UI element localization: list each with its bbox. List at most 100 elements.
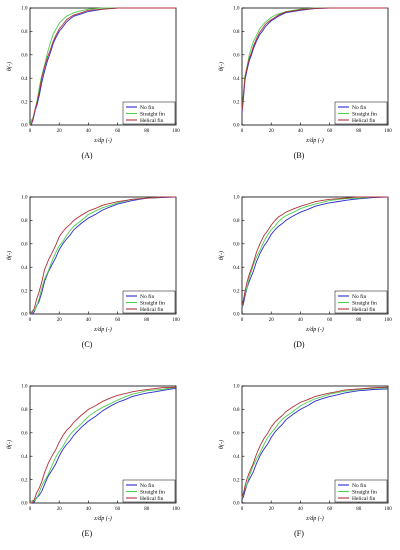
x-tick-label: 60: [115, 318, 121, 323]
x-tick-label: 100: [172, 318, 180, 323]
chart-panel-5: 0 20 40 60 80 100 0.0 0.2 0.4 0.6 0.8 1.0 z/dp (-) θ(…: [218, 385, 392, 538]
series-line-no-fin: [241, 196, 389, 309]
x-tick-label: 40: [298, 318, 304, 323]
y-axis-label: θ(-): [218, 251, 225, 260]
panel-label: (C): [82, 340, 93, 349]
y-tick-label: 0.4: [21, 455, 28, 460]
series-line-no-fin: [241, 388, 389, 500]
x-tick-label: 80: [356, 318, 362, 323]
y-tick-label: 0.6: [21, 432, 28, 437]
series-line-helical-fin: [29, 386, 177, 504]
x-tick-label: 80: [144, 129, 150, 134]
chart-panel-0: 0 20 40 60 80 100 0.0 0.2 0.4 0.6 0.8 1.0 z/dp (-) θ(…: [6, 7, 180, 160]
plot-frame: [29, 196, 177, 315]
plot-frame: [29, 385, 177, 504]
legend-entry: Helical fin: [352, 495, 376, 502]
y-tick-label: 0.6: [233, 432, 240, 437]
x-tick-label: 100: [172, 507, 180, 512]
x-tick-label: 0: [241, 129, 244, 134]
legend-entry: Helical fin: [140, 495, 164, 502]
y-axis-label: θ(-): [218, 62, 225, 71]
x-tick-label: 0: [29, 507, 32, 512]
x-tick-label: 80: [144, 318, 150, 323]
y-tick-label: 0.0: [21, 502, 28, 507]
y-tick-label: 0.6: [21, 54, 28, 59]
y-tick-label: 0.8: [21, 219, 28, 224]
y-tick-label: 1.0: [233, 385, 240, 390]
series-line-straight-fin: [241, 7, 388, 111]
y-tick-label: 0.2: [233, 478, 240, 483]
x-axis-label: z/dp (-): [93, 137, 112, 144]
legend-entry: Straight fin: [140, 110, 165, 117]
x-tick-label: 40: [298, 507, 304, 512]
panel-label: (F): [294, 529, 304, 538]
series-line-no-fin: [30, 387, 177, 504]
y-tick-label: 0.0: [21, 313, 28, 318]
y-tick-label: 1.0: [21, 196, 28, 201]
x-tick-label: 60: [327, 129, 333, 134]
x-tick-label: 20: [269, 129, 275, 134]
y-tick-label: 1.0: [21, 7, 28, 12]
y-tick-label: 0.2: [21, 100, 28, 105]
y-tick-label: 0.4: [233, 266, 240, 271]
y-tick-label: 0.8: [21, 408, 28, 413]
x-axis-label: z/dp (-): [305, 515, 324, 522]
y-tick-label: 0.2: [21, 478, 28, 483]
x-tick-label: 40: [86, 318, 92, 323]
y-tick-label: 0.8: [21, 30, 28, 35]
chart-panel-4: 0 20 40 60 80 100 0.0 0.2 0.4 0.6 0.8 1.0 z/dp (-) θ(…: [6, 385, 180, 538]
plot-frame: [241, 385, 389, 504]
y-tick-label: 0.2: [233, 100, 240, 105]
series-line-helical-fin: [29, 7, 176, 126]
legend-entry: Helical fin: [352, 117, 376, 124]
y-axis-label: θ(-): [218, 440, 225, 449]
x-tick-label: 0: [29, 318, 32, 323]
legend-entry: Helical fin: [140, 306, 164, 313]
x-axis-label: z/dp (-): [305, 326, 324, 333]
y-tick-label: 0.0: [233, 502, 240, 507]
legend-entry: Straight fin: [140, 488, 165, 495]
y-tick-label: 0.4: [21, 77, 28, 82]
series-line-straight-fin: [29, 386, 177, 504]
x-axis-label: z/dp (-): [305, 137, 324, 144]
y-tick-label: 0.2: [233, 289, 240, 294]
x-tick-label: 80: [356, 507, 362, 512]
series-line-straight-fin: [241, 196, 388, 308]
y-tick-label: 0.0: [233, 124, 240, 129]
chart-panel-3: 0 20 40 60 80 100 0.0 0.2 0.4 0.6 0.8 1.0 z/dp (-) θ(…: [218, 196, 392, 349]
legend-entry: No fin: [140, 104, 154, 111]
y-axis-label: θ(-): [6, 62, 13, 71]
y-tick-label: 0.8: [233, 219, 240, 224]
x-tick-label: 20: [57, 507, 63, 512]
series-line-helical-fin: [241, 7, 388, 112]
legend-entry: Helical fin: [352, 306, 376, 313]
x-tick-label: 100: [384, 507, 392, 512]
y-tick-label: 0.4: [233, 77, 240, 82]
series-line-helical-fin: [241, 196, 388, 306]
x-axis-label: z/dp (-): [93, 326, 112, 333]
legend-entry: Straight fin: [140, 299, 165, 306]
x-tick-label: 40: [86, 507, 92, 512]
x-tick-label: 20: [57, 129, 63, 134]
panel-label: (A): [81, 151, 92, 160]
x-tick-label: 0: [241, 507, 244, 512]
chart-panel-1: 0 20 40 60 80 100 0.0 0.2 0.4 0.6 0.8 1.0 z/dp (-) θ(…: [218, 7, 392, 160]
x-tick-label: 20: [269, 507, 275, 512]
legend-entry: No fin: [352, 104, 366, 111]
legend-entry: No fin: [140, 293, 154, 300]
y-tick-label: 0.0: [233, 313, 240, 318]
y-tick-label: 0.2: [21, 289, 28, 294]
panel-label: (B): [294, 151, 305, 160]
x-tick-label: 100: [384, 129, 392, 134]
x-tick-label: 0: [241, 318, 244, 323]
chart-panel-2: 0 20 40 60 80 100 0.0 0.2 0.4 0.6 0.8 1.0 z/dp (-) θ(…: [6, 196, 180, 349]
panel-label: (E): [82, 529, 93, 538]
y-tick-label: 1.0: [233, 196, 240, 201]
y-tick-label: 0.6: [233, 54, 240, 59]
x-tick-label: 20: [269, 318, 275, 323]
legend-entry: Straight fin: [352, 299, 377, 306]
plot-frame: [241, 196, 389, 315]
x-tick-label: 60: [327, 507, 333, 512]
x-axis-label: z/dp (-): [93, 515, 112, 522]
